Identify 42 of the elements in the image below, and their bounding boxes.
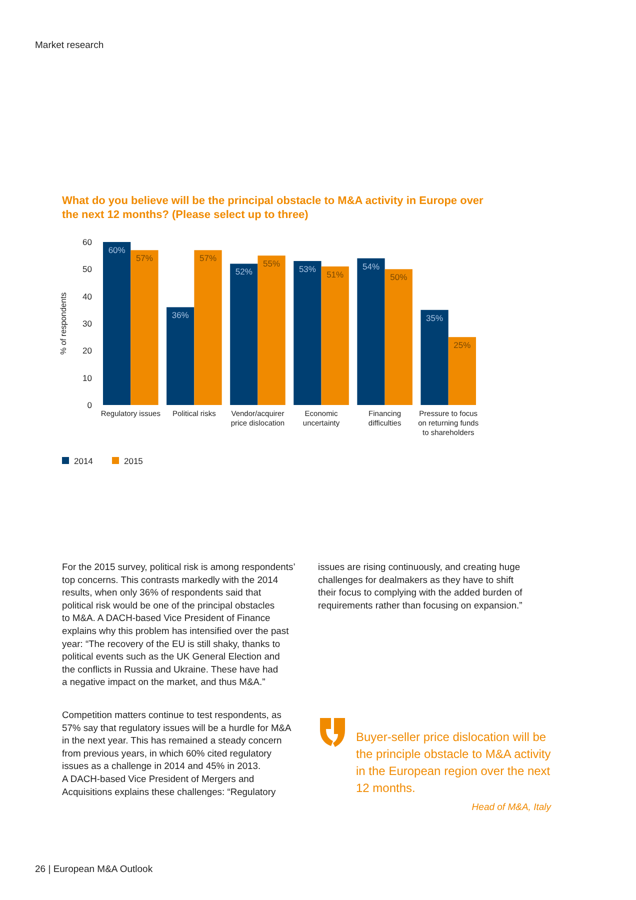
- data-label: 60%: [108, 245, 126, 255]
- legend-label: 2014: [74, 456, 94, 466]
- text: Market research: [35, 40, 104, 51]
- text: Head of M&A, Italy: [472, 802, 552, 813]
- bar: [130, 250, 158, 405]
- bar: [420, 310, 448, 405]
- bar: [357, 258, 385, 405]
- y-tick-label: 40: [82, 291, 92, 302]
- text: For the 2015 survey, political risk is among respondents’ top concerns. This contrasts markedly with the 2014 results, when only 36% of respondents said that political risk would be one of the principal obstacles to M&A. A DACH-based Vice President of Finance explains why this problem has intensified over the past year: “The recovery of the EU is still shaky, thanks to political events such as the UK General Election and the conflicts in Russia and Ukraine. These have had a negative impact on the market, and thus M&A.”: [62, 561, 296, 688]
- y-tick-label: 30: [82, 318, 92, 328]
- y-tick-label: 20: [82, 346, 92, 356]
- data-label: 36%: [172, 310, 190, 320]
- text: 26 | European M&A Outlook: [35, 864, 153, 875]
- data-label: 53%: [298, 264, 316, 274]
- data-label: 55%: [263, 258, 280, 269]
- y-tick-label: 0: [87, 400, 92, 410]
- y-tick-label: 10: [82, 372, 92, 383]
- text: Buyer-seller price dislocation will be the principle obstacle to M&A activity in the European region over the next 12 months.: [356, 730, 551, 795]
- text: issues are rising continuously, and creating huge challenges for dealmakers as they have to shift their focus to complying with the added burden of requirements rather than focusing on expansion.”: [318, 561, 523, 610]
- data-label: 52%: [235, 266, 253, 277]
- data-label: 54%: [362, 261, 380, 272]
- data-label: 51%: [326, 269, 344, 280]
- y-axis-title: % of respondents: [59, 292, 68, 355]
- data-label: 25%: [454, 340, 472, 350]
- bar: [294, 261, 322, 405]
- bar: [258, 256, 286, 405]
- bar: [230, 264, 258, 405]
- data-label: 50%: [390, 272, 408, 282]
- text: Competition matters continue to test respondents, as 57% say that regulatory issues will be a hurdle for M&A in the next year. This has remained a steady concern from previous years, in which 60% cited regulatory issues as a challenge in 2014 and 45% in 2013. A DACH-based Vice President of Mergers and Acquisitions explains these challenges: “Regulatory: [62, 709, 292, 797]
- bar: [103, 242, 131, 405]
- chart-title: What do you believe will be the principal obstacle to M&A activity in Europe over the next 12 months? (Please select up to three): [62, 195, 484, 221]
- legend-label: 2015: [124, 456, 144, 466]
- y-tick-label: 50: [82, 264, 92, 274]
- bar: [448, 337, 476, 405]
- y-tick-label: 60: [82, 237, 92, 247]
- data-label: 57%: [200, 253, 217, 264]
- bar: [194, 250, 222, 405]
- data-label: 35%: [426, 312, 444, 323]
- bar: [321, 266, 349, 405]
- data-label: 57%: [136, 253, 154, 264]
- bar: [166, 307, 194, 405]
- bar: [384, 269, 412, 405]
